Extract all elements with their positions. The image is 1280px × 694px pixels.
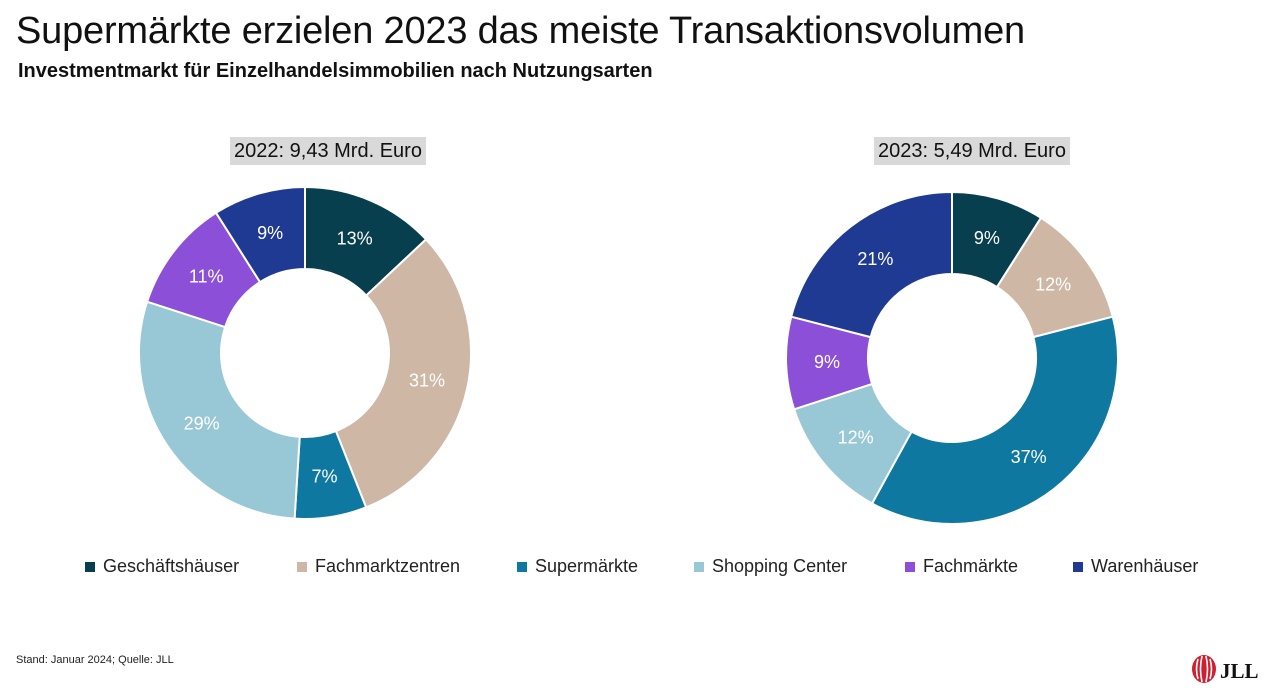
data-label: 31% [409, 370, 445, 390]
donut-chart-2022: 13% 31% 7% 29% 11% 9% [138, 185, 472, 520]
chart-2023-title: 2023: 5,49 Mrd. Euro [874, 137, 1070, 165]
data-label: 12% [1035, 275, 1071, 295]
legend-label: Supermärkte [535, 556, 639, 576]
page-title: Supermärkte erzielen 2023 das meiste Tra… [16, 10, 1025, 52]
data-label: 37% [1011, 447, 1047, 467]
legend-swatch [297, 561, 307, 572]
page-subtitle: Investmentmarkt für Einzelhandelsimmobil… [18, 60, 653, 82]
donut-segment-warenhäuser [214, 185, 306, 284]
legend-swatch [1073, 561, 1083, 572]
data-label: 21% [857, 249, 893, 269]
data-label: 9% [814, 352, 840, 372]
legend-swatch [905, 561, 915, 572]
donut-segment-warenhäuser [789, 190, 953, 339]
legend-label: Warenhäuser [1091, 556, 1199, 576]
legend-label: Fachmärkte [923, 556, 1019, 576]
legend-swatch [517, 561, 527, 572]
data-label: 9% [257, 223, 283, 243]
donut-segment-shopping-center [138, 300, 301, 520]
jll-logo-icon: JLL [1192, 655, 1259, 683]
legend-label: Geschäftshäuser [103, 556, 240, 576]
legend-item-fachmarktzentren: Fachmarktzentren [297, 556, 460, 577]
chart-legend: Geschäftshäuser Fachmarktzentren Supermä… [0, 556, 1280, 582]
data-label: 11% [189, 266, 224, 286]
data-label: 29% [184, 413, 220, 433]
legend-item-geschaeftshaeuser: Geschäftshäuser [85, 556, 239, 577]
donut-chart-2023: 9% 12% 37% 12% 9% 21% [785, 190, 1119, 525]
data-label: 9% [974, 228, 1000, 248]
data-label: 12% [838, 428, 874, 448]
legend-swatch [694, 561, 704, 572]
jll-logo-mark [1192, 655, 1216, 683]
legend-item-shopping-center: Shopping Center [694, 556, 847, 577]
legend-swatch [85, 561, 95, 572]
data-label: 13% [337, 228, 373, 248]
donut-segment-supermärkte [870, 315, 1119, 525]
legend-item-supermaerkte: Supermärkte [517, 556, 638, 577]
legend-label: Shopping Center [712, 556, 848, 576]
legend-item-fachmaerkte: Fachmärkte [905, 556, 1018, 577]
source-footnote: Stand: Januar 2024; Quelle: JLL [16, 654, 174, 666]
chart-2022-title: 2022: 9,43 Mrd. Euro [230, 137, 426, 165]
legend-item-warenhaeuser: Warenhäuser [1073, 556, 1198, 577]
donut-segment-fachmarktzentren [334, 237, 472, 509]
legend-label: Fachmarktzentren [315, 556, 461, 576]
data-label: 7% [312, 466, 338, 486]
jll-logo-text: JLL [1220, 659, 1259, 683]
